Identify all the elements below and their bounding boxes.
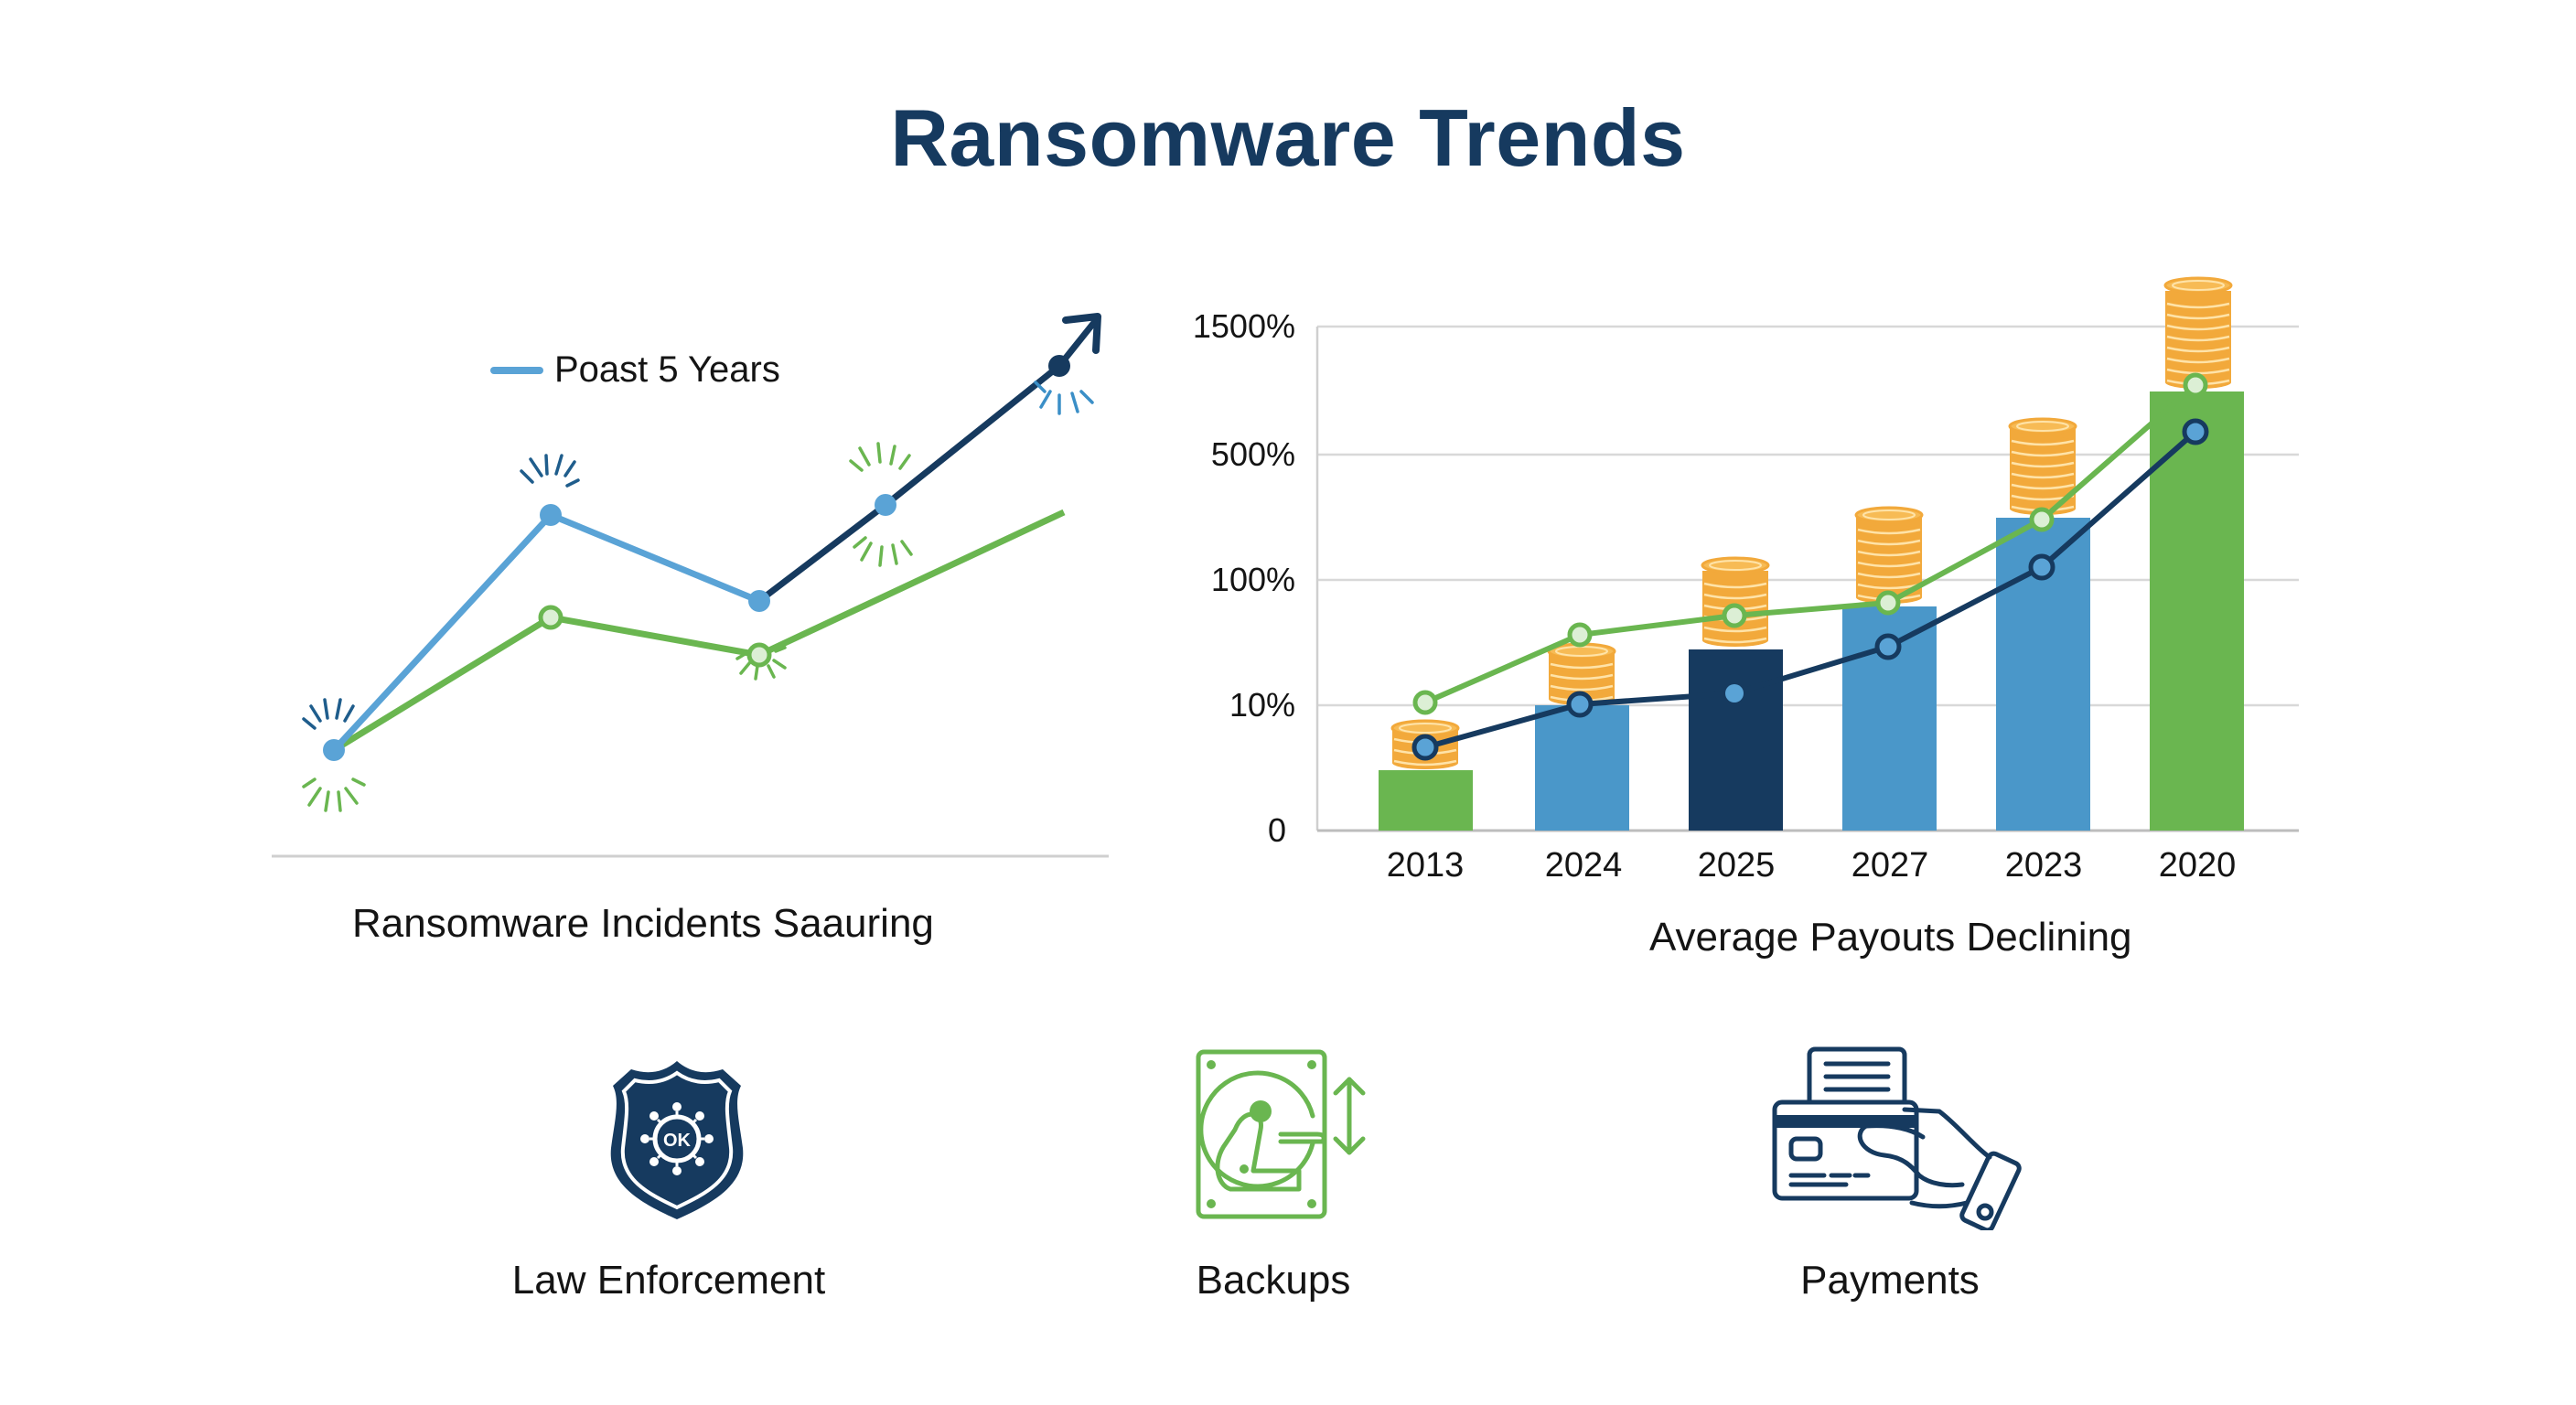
y-tick: 1500% (1192, 307, 1295, 345)
x-tick: 2020 (2158, 846, 2237, 885)
coin-stack-icon (2163, 276, 2233, 391)
icon-label-backups: Backups (1196, 1258, 1351, 1303)
y-tick: 500% (1210, 435, 1295, 473)
right-chart-caption: Average Payouts Declining (1649, 915, 2132, 960)
data-point (746, 642, 772, 668)
hard-drive-icon (1196, 1049, 1366, 1219)
sparkle-icon (302, 698, 355, 730)
y-tick: 10% (1229, 686, 1295, 724)
x-tick: 2013 (1386, 846, 1465, 885)
coin-stack-icon (1701, 556, 1770, 649)
x-tick: 2027 (1851, 846, 1929, 885)
legend-label: Poast 5 Years (554, 349, 780, 390)
x-tick: 2023 (2004, 846, 2083, 885)
data-point (540, 504, 562, 526)
bar-2013 (1379, 770, 1473, 831)
sparkle-icon (302, 778, 366, 812)
shield-icon: OK (610, 1061, 744, 1219)
green-data-points (1412, 372, 2208, 715)
payment-card-icon (1772, 1046, 2022, 1230)
y-tick: 100% (1210, 561, 1295, 598)
bar-2025 (1689, 649, 1783, 831)
green-series-line (332, 509, 1066, 753)
icon-label-payments: Payments (1800, 1258, 1980, 1303)
x-tick: 2025 (1697, 846, 1776, 885)
bar-2020 (2150, 391, 2244, 831)
icon-label-law-enforcement: Law Enforcement (511, 1258, 826, 1303)
sparkle-icon (520, 454, 580, 488)
navy-trend-line (757, 317, 1099, 604)
data-point (875, 494, 896, 516)
y-tick: 0 (1267, 811, 1286, 849)
data-point (748, 590, 770, 612)
svg-text:OK: OK (663, 1131, 692, 1151)
sparkle-icon (735, 442, 913, 681)
trend-arrow-icon (1062, 313, 1101, 354)
left-chart-caption: Ransomware Incidents Saauring (352, 901, 934, 946)
data-point (1725, 684, 1744, 702)
data-point (1048, 355, 1070, 377)
page-title: Ransomware Trends (890, 92, 1686, 183)
sparkle-icon (1034, 381, 1094, 415)
navy-data-points (1411, 418, 2209, 761)
gridlines (1317, 325, 2299, 707)
green-series-line (1423, 382, 2197, 705)
data-point (323, 739, 345, 761)
x-tick: 2024 (1544, 846, 1623, 885)
navy-series-line (1424, 429, 2197, 750)
data-point (538, 605, 564, 630)
bar-2024 (1535, 705, 1629, 831)
